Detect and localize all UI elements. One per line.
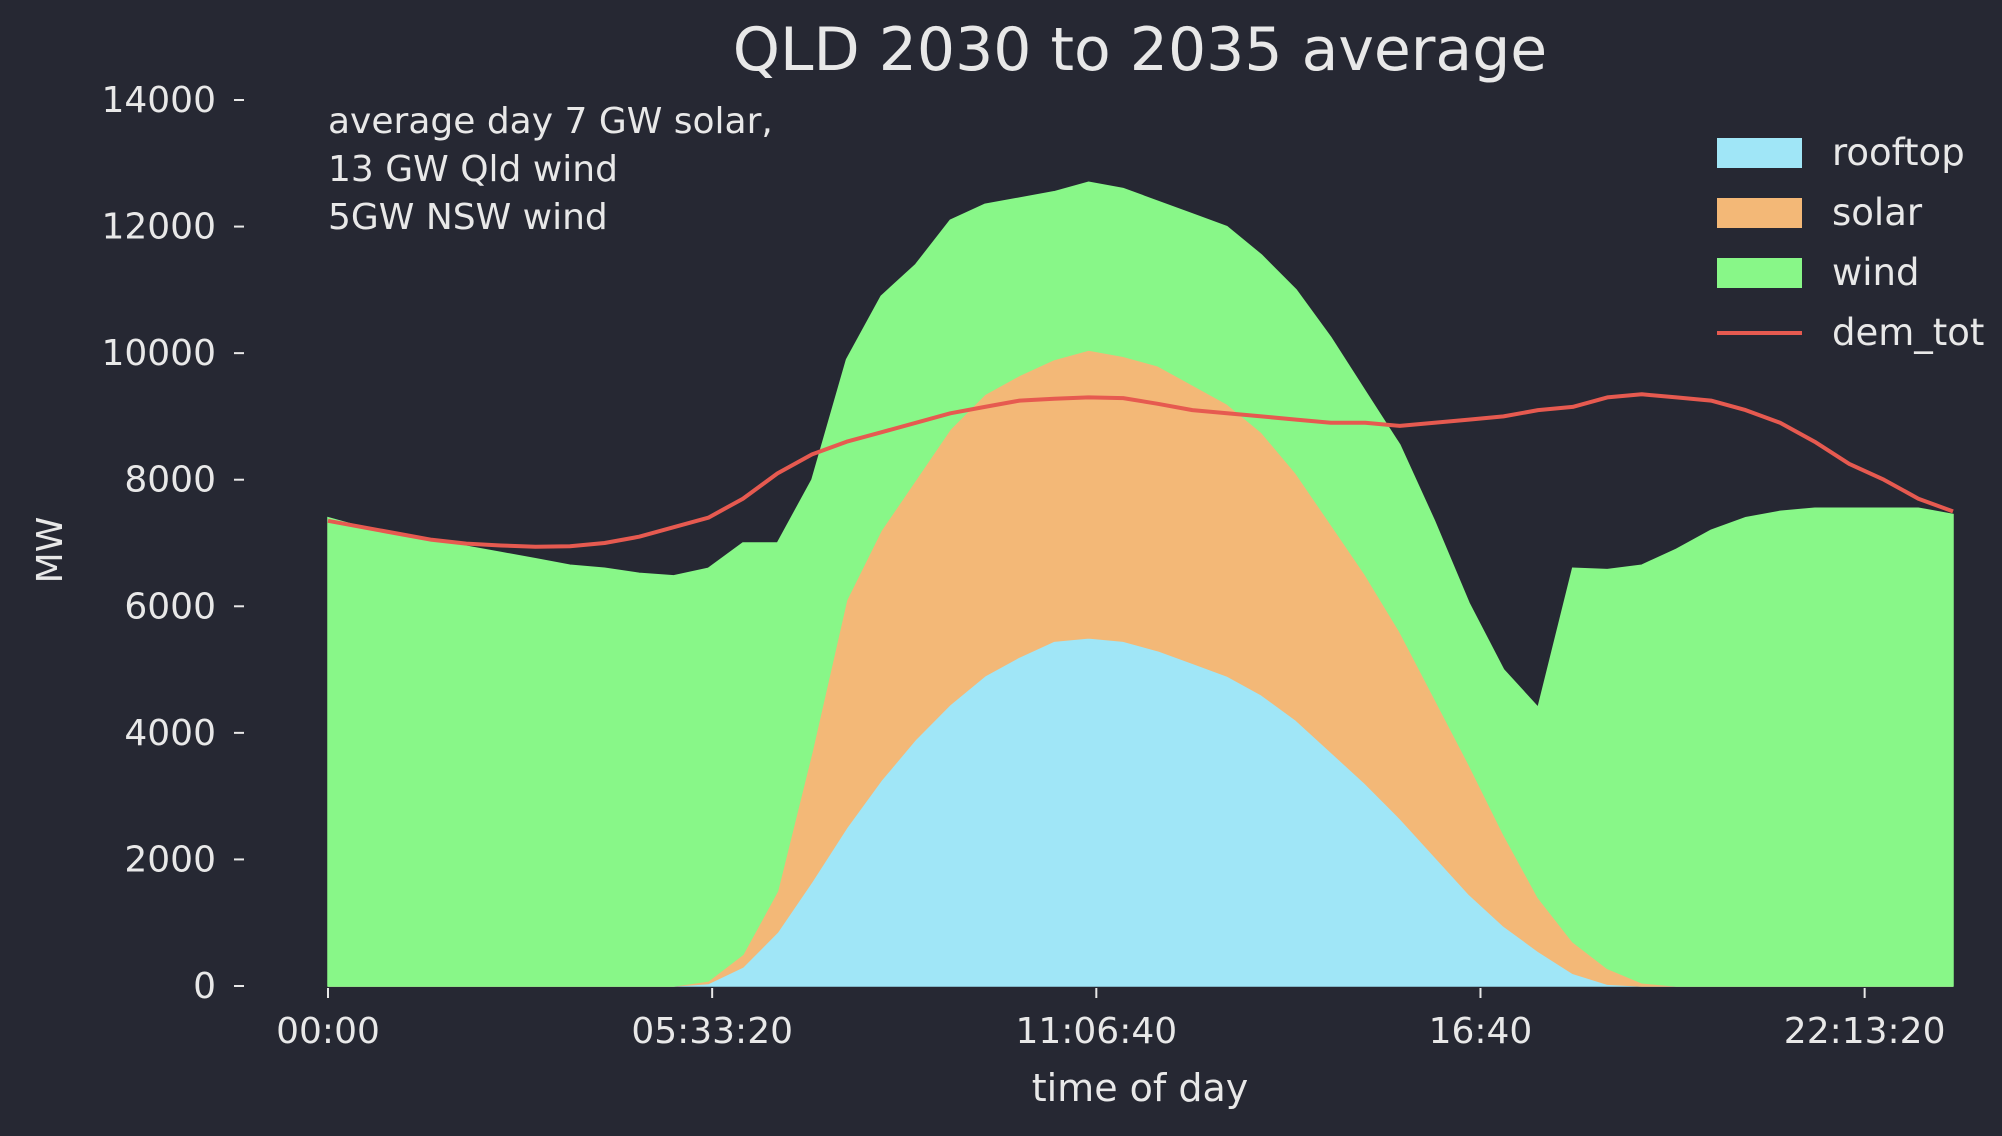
legend-label-wind: wind xyxy=(1832,251,1919,294)
legend-label-dem_tot: dem_tot xyxy=(1832,311,1984,354)
annotation-line: 13 GW Qld wind xyxy=(328,149,618,190)
legend: rooftop solar wind dem_tot xyxy=(1717,131,1984,354)
y-tick-label: 4000 xyxy=(124,713,216,754)
annotation: average day 7 GW solar, 13 GW Qld wind 5… xyxy=(328,101,773,238)
y-axis-label: MW xyxy=(30,517,71,584)
legend-swatch-rooftop xyxy=(1717,138,1802,168)
y-tick-label: 12000 xyxy=(101,207,216,248)
legend-label-rooftop: rooftop xyxy=(1832,131,1965,174)
y-tick-label: 6000 xyxy=(124,586,216,627)
legend-label-solar: solar xyxy=(1832,191,1923,234)
x-tick-label: 11:06:40 xyxy=(1015,1011,1177,1052)
y-tick-label: 8000 xyxy=(124,460,216,501)
annotation-line: 5GW NSW wind xyxy=(328,197,608,238)
area-wind xyxy=(327,181,1954,987)
annotation-line: average day 7 GW solar, xyxy=(328,101,773,142)
legend-swatch-wind xyxy=(1717,258,1802,288)
x-axis-label: time of day xyxy=(1032,1066,1249,1110)
y-tick-label: 0 xyxy=(193,966,216,1007)
plot-area xyxy=(327,181,1954,987)
legend-swatch-solar xyxy=(1717,198,1802,228)
y-tick-label: 14000 xyxy=(101,80,216,121)
y-tick-label: 2000 xyxy=(124,839,216,880)
chart-title: QLD 2030 to 2035 average xyxy=(733,15,1547,85)
x-tick-label: 05:33:20 xyxy=(631,1011,793,1052)
x-tick-label: 00:00 xyxy=(276,1011,380,1052)
axes: 0 2000 4000 6000 8000 10000 12000 14000 00:00 05:… xyxy=(101,80,1945,1052)
x-tick-label: 16:40 xyxy=(1429,1011,1533,1052)
line-dem_tot xyxy=(327,392,1954,549)
x-tick-label: 22:13:20 xyxy=(1784,1011,1946,1052)
y-tick-label: 10000 xyxy=(101,333,216,374)
